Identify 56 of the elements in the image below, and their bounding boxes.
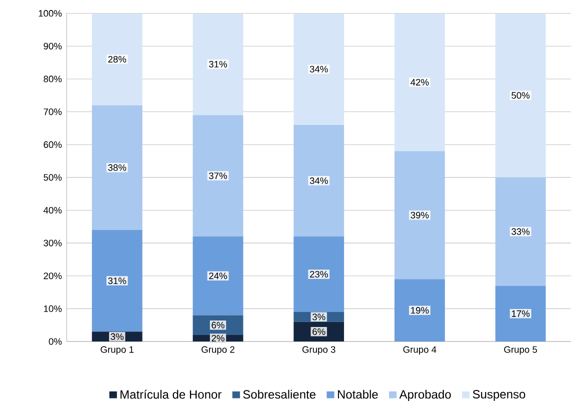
y-tick-label: 100% xyxy=(38,10,62,17)
y-tick-label: 90% xyxy=(44,42,62,50)
data-label: 31% xyxy=(209,60,228,68)
data-label: 3% xyxy=(110,333,124,340)
bar xyxy=(192,13,244,116)
data-label: 17% xyxy=(512,310,530,317)
data-label: 33% xyxy=(512,228,530,235)
data-label: 19% xyxy=(411,307,429,314)
x-tick-label: Grupo 5 xyxy=(504,346,538,355)
y-tick-label: 80% xyxy=(44,76,62,82)
bar xyxy=(294,124,344,237)
x-tick-label: Grupo 1 xyxy=(100,346,134,355)
legend-label: Matrícula de Honor xyxy=(120,390,222,399)
bar xyxy=(394,151,445,280)
bar xyxy=(92,230,142,332)
bar xyxy=(394,13,445,152)
data-label: 38% xyxy=(108,164,126,171)
data-label: 42% xyxy=(410,79,429,86)
data-label: 23% xyxy=(310,271,328,278)
y-tick-label: 0% xyxy=(48,338,62,345)
data-label: 6% xyxy=(212,322,224,328)
legend-label: Aprobado xyxy=(399,390,451,402)
bar xyxy=(192,115,244,237)
data-label: 34% xyxy=(310,177,328,184)
data-label: 37% xyxy=(209,172,228,180)
data-label: 28% xyxy=(108,56,126,63)
data-label: 6% xyxy=(312,328,326,336)
bar xyxy=(92,105,142,230)
legend-label: Suspenso xyxy=(472,390,526,401)
y-tick-label: 30% xyxy=(44,240,62,246)
legend-label: Notable xyxy=(338,390,378,399)
data-label: 24% xyxy=(209,272,228,280)
data-label: 2% xyxy=(212,335,224,342)
bar xyxy=(495,286,546,342)
x-tick-label: Grupo 4 xyxy=(403,346,436,355)
data-label: 34% xyxy=(310,66,328,72)
x-tick-label: Grupo 3 xyxy=(302,346,336,355)
y-tick-label: 60% xyxy=(44,141,62,148)
bar xyxy=(495,13,546,178)
bar xyxy=(495,177,546,286)
y-tick-label: 10% xyxy=(44,305,62,312)
bar xyxy=(192,236,244,316)
data-label: 39% xyxy=(410,212,429,219)
bar xyxy=(92,13,142,106)
data-label: 3% xyxy=(312,314,326,320)
x-tick-label: Grupo 2 xyxy=(202,346,234,355)
y-tick-label: 40% xyxy=(44,207,62,214)
bar xyxy=(294,236,344,312)
y-tick-label: 20% xyxy=(44,272,62,280)
bar xyxy=(294,13,344,125)
legend-label: Sobresaliente xyxy=(243,390,316,399)
y-tick-label: 70% xyxy=(44,108,62,116)
bar xyxy=(394,279,445,342)
y-tick-label: 50% xyxy=(44,174,62,181)
data-label: 31% xyxy=(108,278,126,284)
data-label: 50% xyxy=(512,92,530,99)
